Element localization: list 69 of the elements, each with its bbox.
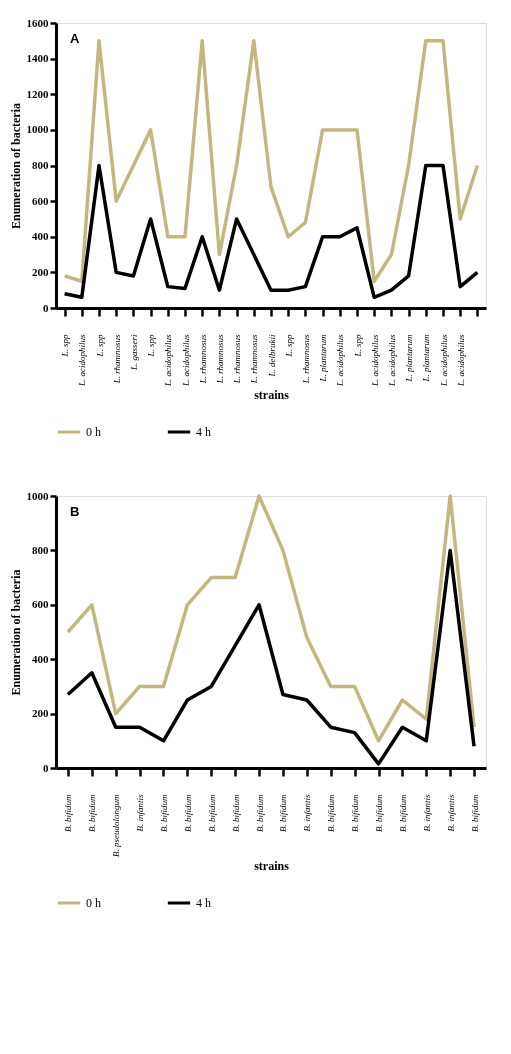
x-tick-label: B. bifidum — [397, 794, 408, 832]
x-tick-label: B. infantis — [445, 794, 456, 832]
y-tick-label: 1200 — [26, 87, 49, 100]
x-axis-title: strains — [254, 858, 290, 873]
legend-label: 4 h — [196, 425, 211, 439]
y-axis-title: Enumeration of bacteria — [8, 569, 23, 696]
legend-label: 0 h — [86, 425, 101, 439]
line-series — [62, 163, 480, 300]
x-tick-label: B. infantis — [135, 794, 146, 832]
x-tick-label: L. delbrukii — [266, 334, 277, 378]
y-tick-label: 200 — [32, 707, 49, 720]
x-tick-label: L. plantarum — [404, 334, 415, 383]
x-tick-label: B. bifidum — [350, 794, 361, 832]
x-tick-label: L. spp — [146, 334, 157, 358]
text: B — [70, 504, 80, 519]
x-tick-label: B. bifidum — [206, 794, 217, 832]
x-tick-label: L. spp — [352, 334, 363, 358]
x-tick-label: L. plantarum — [421, 334, 432, 383]
x-tick-label: B. bifidum — [374, 794, 384, 832]
x-tick-label: B. bifidum — [230, 794, 241, 832]
x-tick-label: B. bifidum — [63, 794, 74, 832]
x-tick-label: L. acidophilus — [386, 334, 397, 388]
y-tick-label: 600 — [32, 598, 49, 611]
x-tick-label: L. rhamnosus — [197, 334, 208, 385]
x-tick-label: B. pseudolongum — [111, 794, 122, 857]
x-tick-label: L. plantarum — [318, 334, 329, 383]
x-tick-label: L. acidophilus — [163, 334, 174, 388]
x-tick-label: B. bifidum — [326, 794, 337, 832]
x-tick-label: B. bifidum — [87, 794, 98, 832]
y-tick-label: 0 — [43, 301, 49, 314]
legend-label: 0 h — [86, 896, 101, 910]
y-tick-label: 400 — [32, 652, 49, 665]
x-tick-label: B. infantis — [302, 794, 313, 832]
x-tick-label: L. acidophilus — [180, 334, 191, 388]
x-tick-label: L. rhamnosus — [232, 334, 243, 385]
x-tick-label: B. bifidum — [254, 794, 265, 832]
x-tick-label: L. spp — [94, 334, 105, 358]
x-tick-label: L. acidophilus — [77, 334, 88, 388]
x-tick-label: B. bifidum — [469, 794, 480, 832]
x-tick-label: B. bifidum — [278, 794, 289, 832]
x-tick-label: L. acidophilus — [369, 334, 380, 388]
x-axis-title: strains — [254, 388, 290, 402]
y-tick-label: 400 — [32, 230, 49, 243]
x-tick-label: L. rhamnosus — [111, 334, 122, 385]
x-tick-label: L. gasseri — [128, 334, 139, 372]
line-series — [66, 494, 476, 743]
x-tick-label: L. rhamnosus — [249, 334, 260, 385]
y-tick-label: 800 — [32, 543, 49, 556]
y-tick-label: 0 — [43, 761, 49, 774]
x-tick-label: B. bifidum — [182, 794, 193, 832]
y-tick-label: 800 — [32, 159, 49, 171]
y-tick-label: 200 — [32, 265, 49, 278]
x-tick-label: L. acidophilus — [335, 334, 346, 388]
x-tick-label: L. spp — [60, 334, 71, 358]
legend-label: 4 h — [196, 896, 211, 910]
y-tick-label: 1600 — [26, 16, 49, 29]
x-tick-label: L. spp — [283, 334, 294, 358]
x-tick-label: B. infantis — [421, 794, 432, 832]
y-tick-label: 1000 — [26, 489, 49, 502]
y-tick-label: 1000 — [26, 123, 49, 136]
x-tick-label: L. acidophilus — [455, 334, 466, 388]
x-tick-label: L. acidophilus — [438, 334, 449, 388]
text: A — [70, 31, 80, 46]
y-tick-label: 600 — [32, 194, 49, 207]
x-tick-label: L. rhamnosus — [300, 334, 311, 385]
y-tick-label: 1400 — [26, 52, 49, 65]
x-tick-label: L. rhamnosus — [214, 334, 225, 385]
y-axis-title: Enumeration of bacteria — [8, 103, 23, 229]
x-tick-label: B. bifidum — [159, 794, 169, 832]
